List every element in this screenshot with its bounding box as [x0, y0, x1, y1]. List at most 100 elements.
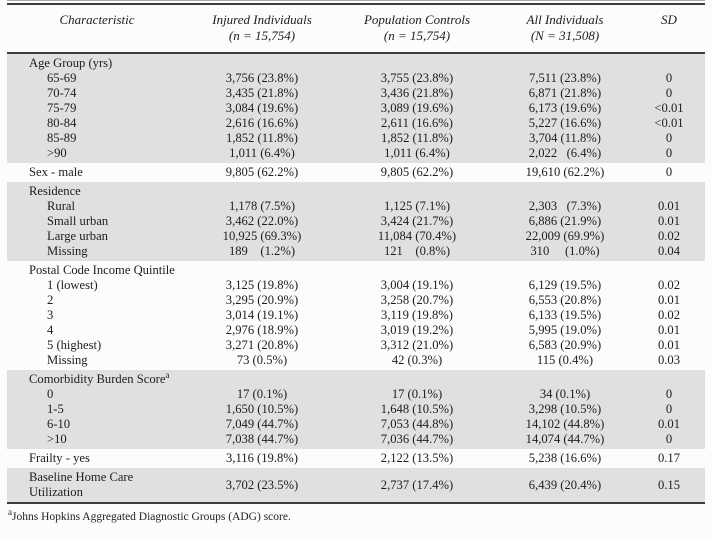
column-header-injured: Injured Individuals (n = 15,754)	[187, 4, 337, 54]
injured-cell: 7,049 (44.7%)	[225, 417, 299, 431]
column-header-label: Injured Individuals	[212, 12, 312, 27]
characteristic-label: 4	[47, 323, 54, 337]
data-row: 1-5 1,650 (10.5%) 1,648 (10.5%) 3,298 (10.5…	[7, 402, 705, 417]
all-cell: 14,074 (44.7%)	[525, 432, 605, 446]
sd-cell: <0.01	[654, 116, 684, 130]
sd-cell: 0	[665, 402, 673, 416]
all-cell: 6,173 (19.6%)	[528, 101, 602, 115]
section-header-row: Comorbidity Burden Scorea	[7, 370, 705, 387]
sd-cell: 0.02	[657, 229, 681, 243]
injured-cell: 3,084 (19.6%)	[225, 101, 299, 115]
column-header-sd: SD	[633, 4, 705, 54]
baseline-characteristics-table: Characteristic Injured Individuals (n = …	[7, 3, 705, 504]
column-header-all: All Individuals (N = 31,508)	[497, 4, 633, 54]
column-header-n: (N = 31,508)	[530, 27, 600, 43]
characteristic-label: Residence	[29, 184, 81, 198]
column-header-n: (n = 15,754)	[228, 27, 296, 43]
characteristic-label: >10	[47, 432, 67, 446]
column-header-label: Population Controls	[363, 12, 471, 27]
injured-cell: 3,435 (21.8%)	[225, 86, 299, 100]
section-header-row: Age Group (yrs)	[7, 53, 705, 71]
controls-cell: 3,436 (21.8%)	[380, 86, 454, 100]
all-cell: 14,102 (44.8%)	[525, 417, 605, 431]
characteristic-label: 75-79	[47, 101, 77, 115]
controls-cell: 121 (0.8%)	[383, 244, 451, 258]
controls-cell: 11,084 (70.4%)	[377, 229, 457, 243]
data-row: 1 (lowest) 3,125 (19.8%) 3,004 (19.1%) 6,12…	[7, 278, 705, 293]
all-cell: 6,133 (19.5%)	[528, 308, 602, 322]
characteristic-label: 1 (lowest)	[47, 278, 98, 292]
data-row: 6-10 7,049 (44.7%) 7,053 (44.8%) 14,102 (44…	[7, 417, 705, 432]
all-cell: 3,704 (11.8%)	[529, 131, 601, 145]
injured-cell: 3,116 (19.8%)	[226, 451, 298, 465]
footnote-text: Johns Hopkins Aggregated Diagnostic Grou…	[12, 511, 291, 523]
characteristic-label: 3	[47, 308, 54, 322]
all-cell: 6,439 (20.4%)	[528, 477, 602, 492]
injured-cell: 3,271 (20.8%)	[225, 338, 299, 352]
sd-cell: 0	[665, 86, 673, 100]
characteristic-label: Sex - male	[29, 165, 83, 179]
injured-cell: 2,976 (18.9%)	[225, 323, 299, 337]
superscript-a: a	[165, 369, 170, 380]
controls-cell: 3,312 (21.0%)	[380, 338, 454, 352]
controls-cell: 2,122 (13.5%)	[380, 451, 454, 465]
controls-cell: 1,648 (10.5%)	[380, 402, 454, 416]
injured-cell: 2,616 (16.6%)	[225, 116, 299, 130]
section-age-group-yrs: Age Group (yrs) 65-69 3,756 (23.8%) 3,755 (…	[7, 53, 705, 163]
characteristic-label: Postal Code Income Quintile	[29, 263, 175, 277]
controls-cell: 1,852 (11.8%)	[381, 131, 453, 145]
sd-cell: 0.01	[657, 417, 681, 431]
characteristic-label: Missing	[47, 353, 88, 367]
characteristic-label: >90	[47, 146, 67, 160]
sd-cell: 0.01	[657, 293, 681, 307]
controls-cell: 17 (0.1%)	[391, 387, 443, 401]
data-row: 5 (highest) 3,271 (20.8%) 3,312 (21.0%) 6,5…	[7, 338, 705, 353]
sd-cell: 0	[665, 165, 673, 179]
data-row: 0 17 (0.1%) 17 (0.1%) 34 (0.1%) 0	[7, 387, 705, 402]
data-row: Missing 73 (0.5%) 42 (0.3%) 115 (0.4%) 0.03	[7, 353, 705, 370]
sd-cell: <0.01	[654, 101, 684, 115]
all-cell: 5,227 (16.6%)	[528, 116, 602, 130]
characteristic-row: Frailty - yes 3,116 (19.8%) 2,122 (13.5%) 5…	[7, 449, 705, 468]
injured-cell: 3,014 (19.1%)	[225, 308, 299, 322]
controls-cell: 7,053 (44.8%)	[380, 417, 454, 431]
all-cell: 6,583 (20.9%)	[528, 338, 602, 352]
characteristic-row: Baseline Home Care Utilization 3,702 (23.…	[7, 468, 705, 503]
sd-cell: 0	[665, 432, 673, 446]
characteristic-label: 6-10	[47, 417, 71, 431]
sd-cell: 0	[665, 71, 673, 85]
all-cell: 6,129 (19.5%)	[528, 278, 602, 292]
controls-cell: 7,036 (44.7%)	[380, 432, 454, 446]
all-cell: 115 (0.4%)	[536, 353, 594, 367]
controls-cell: 1,125 (7.1%)	[383, 199, 451, 213]
all-cell: 5,238 (16.6%)	[528, 451, 602, 465]
sd-cell: 0.01	[657, 338, 681, 352]
data-row: Large urban 10,925 (69.3%) 11,084 (70.4%) 2…	[7, 229, 705, 244]
sd-cell: 0.03	[657, 353, 681, 367]
characteristic-label: 65-69	[47, 71, 77, 85]
data-row: >90 1,011 (6.4%) 1,011 (6.4%) 2,022 (6.4%) 0	[7, 146, 705, 163]
characteristic-label: Large urban	[47, 229, 108, 243]
data-row: Small urban 3,462 (22.0%) 3,424 (21.7%) 6,8…	[7, 214, 705, 229]
injured-cell: 3,462 (22.0%)	[225, 214, 299, 228]
all-cell: 34 (0.1%)	[539, 387, 591, 401]
table-page: Characteristic Injured Individuals (n = …	[7, 0, 705, 523]
data-row: 3 3,014 (19.1%) 3,119 (19.8%) 6,133 (19.5%)…	[7, 308, 705, 323]
controls-cell: 3,119 (19.8%)	[381, 308, 453, 322]
section-header-row: Residence	[7, 182, 705, 199]
data-row: 70-74 3,435 (21.8%) 3,436 (21.8%) 6,871 (21…	[7, 86, 705, 101]
injured-cell: 3,125 (19.8%)	[225, 278, 299, 292]
injured-cell: 7,038 (44.7%)	[225, 432, 299, 446]
characteristic-label: 70-74	[47, 86, 77, 100]
sd-cell: 0	[665, 146, 673, 160]
section-comorbidity-burden-score: Comorbidity Burden Scorea 0 17 (0.1%) 17 (0…	[7, 370, 705, 449]
column-header-characteristic: Characteristic	[7, 4, 187, 54]
all-cell: 2,303 (7.3%)	[528, 199, 602, 213]
sd-cell: 0.01	[657, 214, 681, 228]
column-header-label: SD	[661, 12, 677, 27]
section-baseline-home-care-utilization: Baseline Home Care Utilization 3,702 (23.…	[7, 468, 705, 503]
section-postal-code-income-quintile: Postal Code Income Quintile 1 (lowest) 3,1…	[7, 261, 705, 370]
injured-cell: 1,178 (7.5%)	[228, 199, 296, 213]
data-row: Missing 189 (1.2%) 121 (0.8%) 310 (1.0%) 0.0…	[7, 244, 705, 261]
sd-cell: 0.04	[657, 244, 681, 258]
